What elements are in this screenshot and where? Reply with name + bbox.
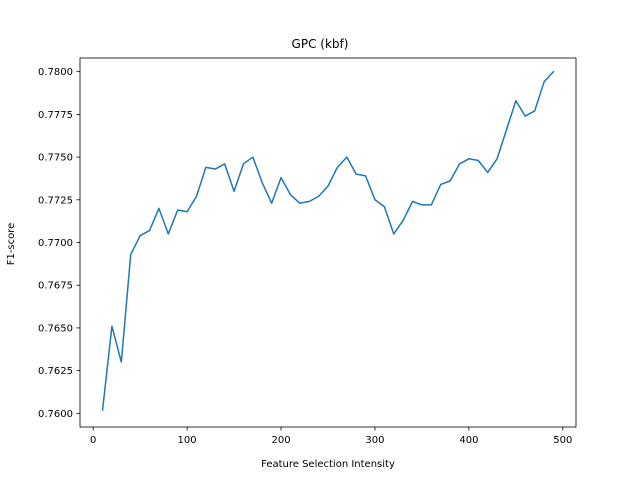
data-point bbox=[308, 200, 311, 203]
data-point bbox=[110, 325, 113, 328]
data-point bbox=[327, 185, 330, 188]
data-point bbox=[505, 128, 508, 131]
x-axis: 0 100 200 300 400 500 bbox=[90, 427, 572, 446]
y-tick-label: 0.7650 bbox=[38, 323, 73, 334]
x-tick-label: 500 bbox=[553, 435, 572, 446]
data-point bbox=[289, 193, 292, 196]
data-point bbox=[449, 180, 452, 183]
data-point bbox=[195, 195, 198, 198]
data-point bbox=[458, 162, 461, 165]
y-tick-label: 0.7600 bbox=[38, 409, 73, 420]
y-tick-label: 0.7625 bbox=[38, 366, 73, 377]
data-point bbox=[101, 408, 104, 411]
data-point bbox=[496, 157, 499, 160]
y-tick-label: 0.7750 bbox=[38, 153, 73, 164]
data-point bbox=[402, 219, 405, 222]
data-point bbox=[186, 210, 189, 213]
y-tick-label: 0.7800 bbox=[38, 67, 73, 78]
data-point bbox=[552, 70, 555, 73]
data-point bbox=[364, 174, 367, 177]
data-point bbox=[167, 232, 170, 235]
x-tick-label: 400 bbox=[459, 435, 478, 446]
y-tick-label: 0.7675 bbox=[38, 281, 73, 292]
x-tick-label: 200 bbox=[271, 435, 290, 446]
data-point bbox=[543, 80, 546, 83]
data-point bbox=[392, 232, 395, 235]
data-point bbox=[129, 253, 132, 256]
data-point bbox=[223, 162, 226, 165]
plot-area bbox=[79, 57, 577, 428]
data-point bbox=[176, 209, 179, 212]
data-point bbox=[214, 168, 217, 171]
y-tick-label: 0.7725 bbox=[38, 195, 73, 206]
y-tick-label: 0.7775 bbox=[38, 110, 73, 121]
chart-title: GPC (kbf) bbox=[292, 37, 349, 51]
data-point bbox=[524, 115, 527, 118]
data-point bbox=[298, 202, 301, 205]
data-point bbox=[148, 229, 151, 232]
data-point bbox=[439, 183, 442, 186]
plot-frame bbox=[79, 57, 577, 428]
data-point bbox=[345, 156, 348, 159]
data-point bbox=[139, 234, 142, 237]
data-point bbox=[336, 166, 339, 169]
data-point bbox=[355, 173, 358, 176]
data-point bbox=[242, 162, 245, 165]
data-point bbox=[373, 198, 376, 201]
data-point bbox=[233, 190, 236, 193]
x-tick-label: 300 bbox=[365, 435, 384, 446]
data-point bbox=[204, 166, 207, 169]
data-point bbox=[420, 203, 423, 206]
y-axis: 0.7600 0.7625 0.7650 0.7675 0.7700 0.7725 0.77… bbox=[38, 67, 80, 420]
y-tick-label: 0.7700 bbox=[38, 238, 73, 249]
data-point bbox=[261, 181, 264, 184]
data-point bbox=[533, 109, 536, 112]
data-point bbox=[430, 203, 433, 206]
y-axis-label: F1-score bbox=[6, 223, 17, 266]
data-point bbox=[467, 157, 470, 160]
data-point bbox=[383, 205, 386, 208]
x-axis-label: Feature Selection Intensity bbox=[261, 459, 395, 470]
data-point bbox=[280, 176, 283, 179]
x-tick-label: 100 bbox=[178, 435, 197, 446]
data-point bbox=[270, 202, 273, 205]
x-tick-label: 0 bbox=[90, 435, 96, 446]
data-point bbox=[120, 361, 123, 364]
data-point bbox=[157, 207, 160, 210]
data-point bbox=[514, 99, 517, 102]
data-point bbox=[486, 171, 489, 174]
data-point bbox=[251, 156, 254, 159]
data-point bbox=[411, 200, 414, 203]
series-line bbox=[101, 70, 555, 411]
data-point bbox=[477, 159, 480, 162]
data-point bbox=[317, 195, 320, 198]
